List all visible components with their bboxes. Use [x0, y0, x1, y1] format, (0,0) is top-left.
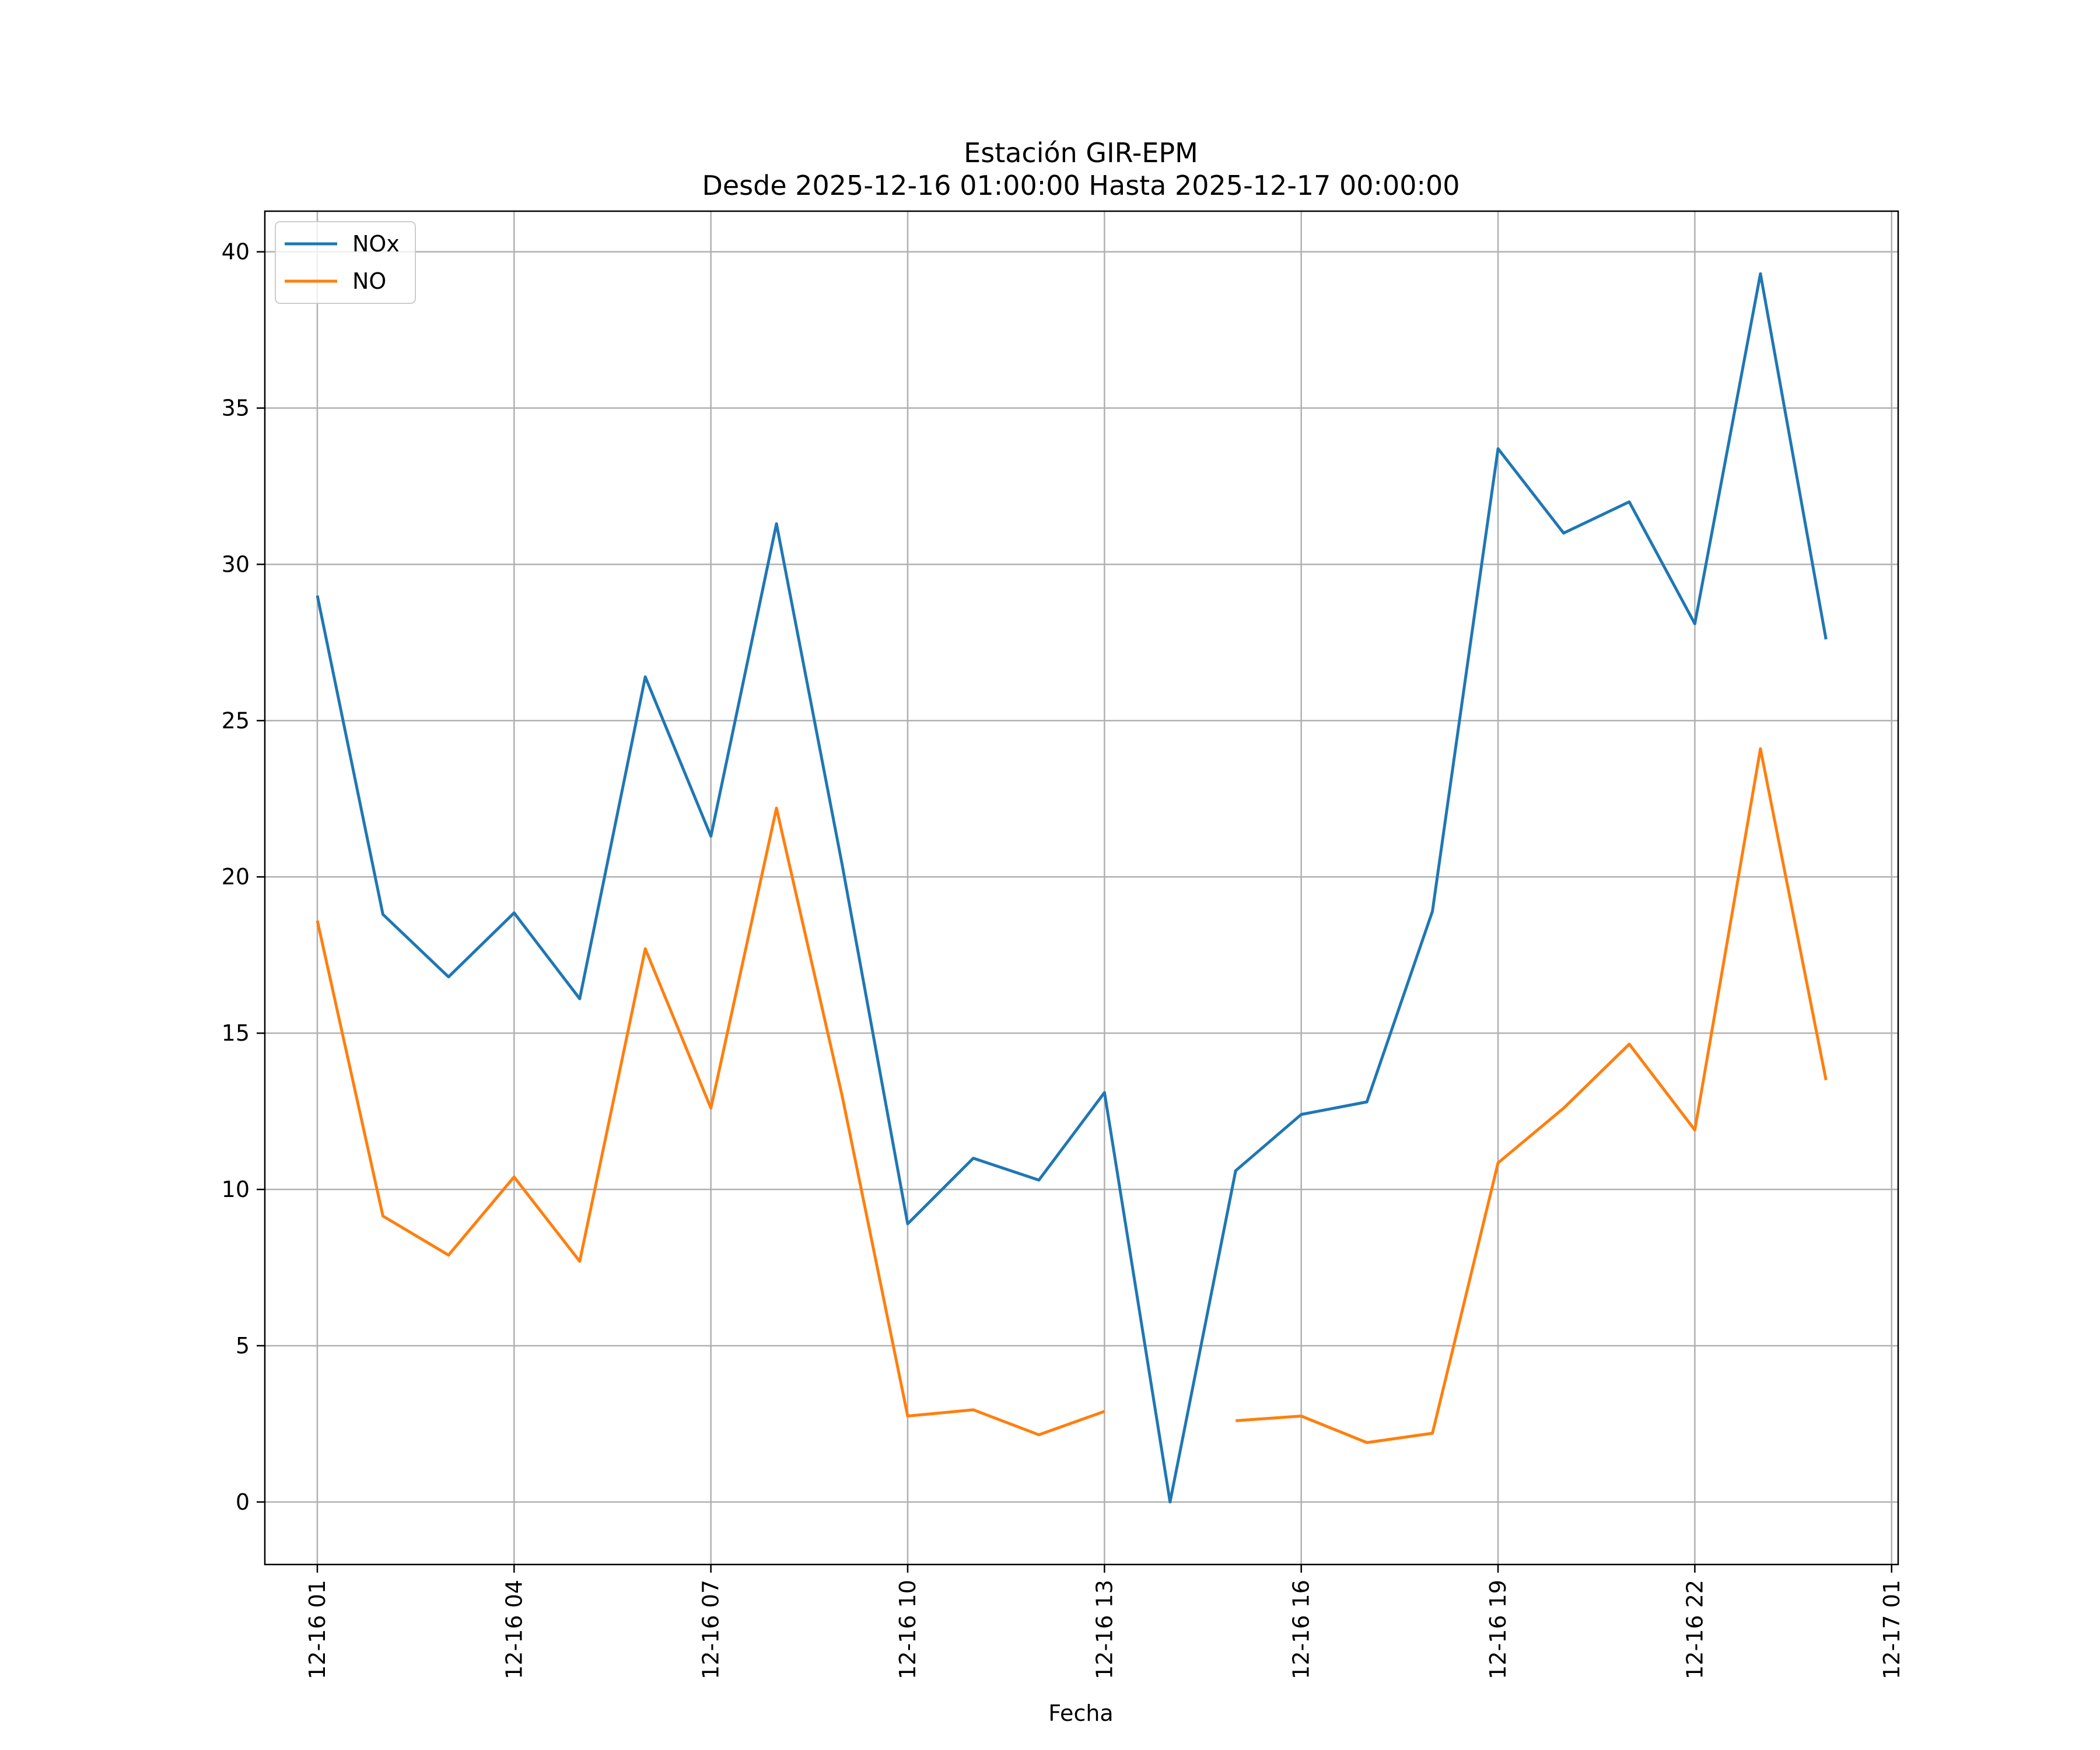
y-tick-label: 35 — [222, 396, 250, 421]
x-tick-label: 12-16 22 — [1682, 1580, 1707, 1679]
legend-label-nox: NOx — [352, 231, 400, 257]
x-axis-label: Fecha — [1048, 1700, 1113, 1726]
y-tick-label: 10 — [222, 1177, 250, 1202]
plot-frame — [264, 210, 1899, 1566]
x-tick-label: 12-16 07 — [698, 1580, 724, 1679]
x-tick-label: 12-16 01 — [304, 1580, 330, 1679]
series-line-no — [316, 806, 1105, 1437]
series-line-nox — [316, 272, 1828, 1504]
x-axis: 12-16 01 12-16 04 12-16 07 12-16 10 12-16 13… — [304, 1564, 1905, 1679]
grid — [265, 211, 1898, 1564]
chart-subtitle: Desde 2025-12-16 01:00:00 Hasta 2025-12-… — [702, 170, 1460, 201]
y-tick-label: 40 — [222, 239, 250, 265]
legend-label-no: NO — [352, 268, 386, 294]
x-tick-label: 12-16 16 — [1289, 1580, 1314, 1679]
x-tick-label: 12-16 10 — [895, 1580, 921, 1679]
series-no — [316, 747, 1828, 1444]
series-nox — [316, 272, 1828, 1504]
chart-title: Estación GIR-EPM — [964, 137, 1198, 169]
y-tick-label: 15 — [222, 1020, 250, 1046]
x-tick-label: 12-16 19 — [1485, 1580, 1511, 1679]
x-tick-label: 12-16 04 — [501, 1580, 527, 1679]
y-tick-label: 30 — [222, 551, 250, 577]
legend-box — [275, 221, 416, 304]
x-tick-label: 12-17 01 — [1879, 1580, 1905, 1679]
y-tick-label: 25 — [222, 708, 250, 733]
series-line-no — [1236, 747, 1828, 1444]
legend: NOx NO — [275, 221, 416, 304]
y-tick-label: 20 — [222, 864, 250, 890]
x-tick-label: 12-16 13 — [1091, 1580, 1117, 1679]
plot-series — [316, 272, 1828, 1504]
y-tick-label: 5 — [236, 1333, 250, 1359]
y-axis: 0 5 10 15 20 25 30 35 40 — [222, 239, 265, 1515]
y-tick-label: 0 — [236, 1489, 250, 1515]
